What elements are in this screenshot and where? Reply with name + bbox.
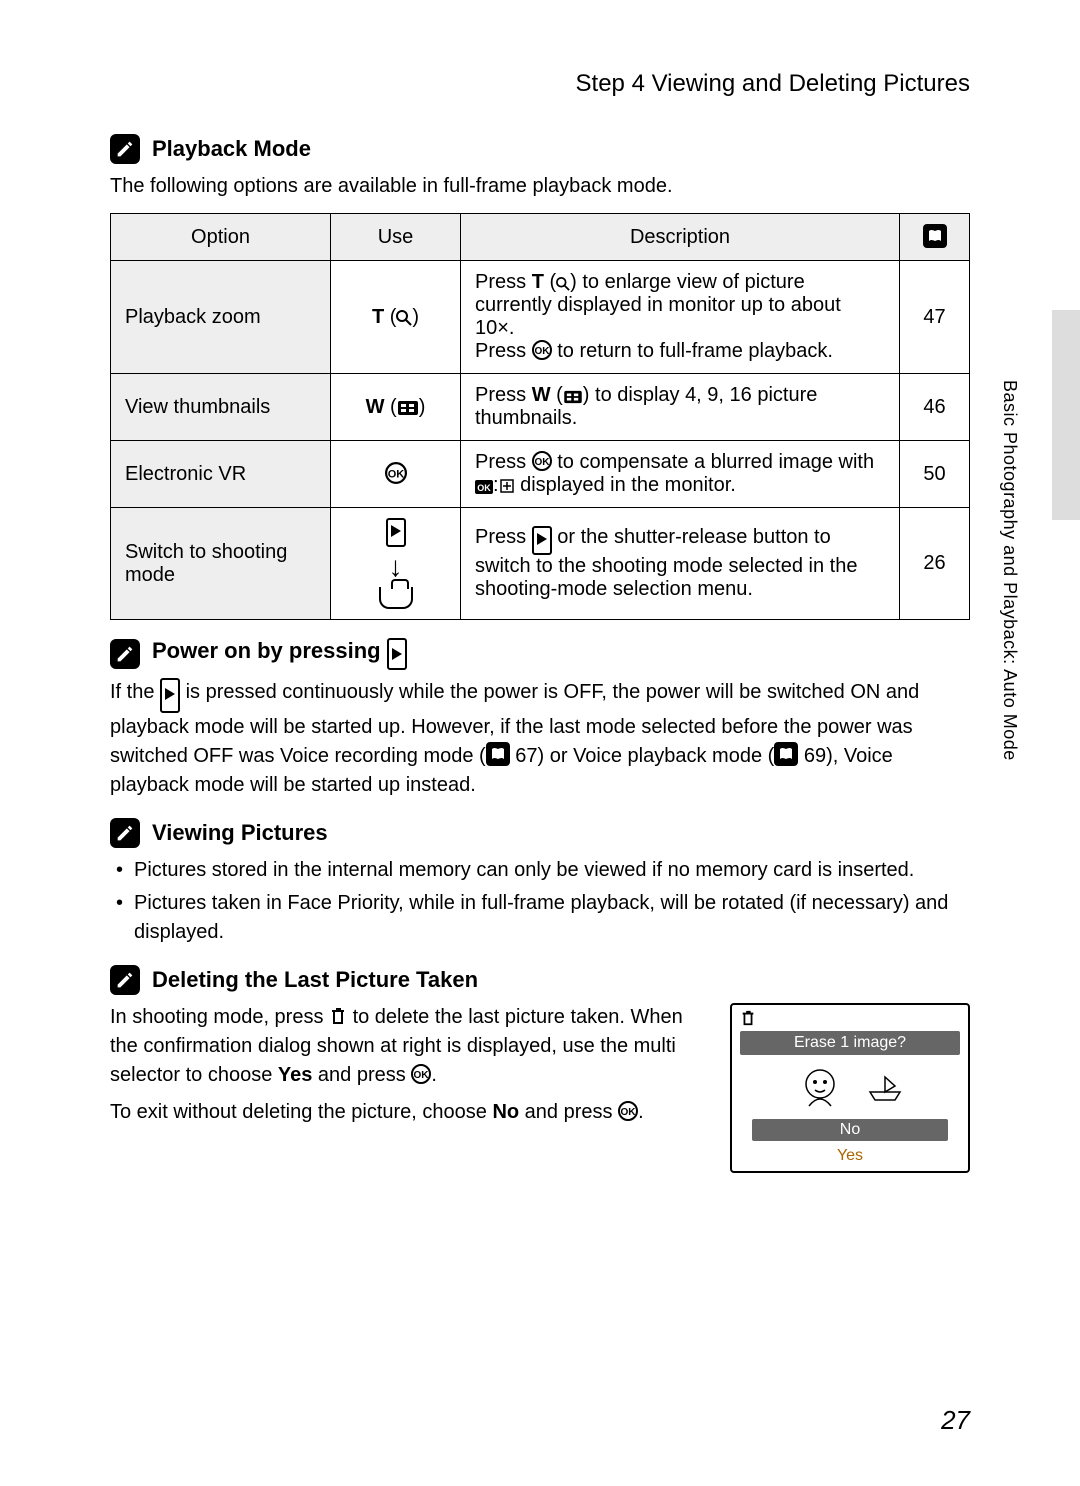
table-row: Electronic VR OK Press OK to compensate … (111, 441, 970, 508)
pencil-icon (110, 965, 140, 995)
page-number: 27 (941, 1405, 970, 1436)
playback-intro: The following options are available in f… (110, 172, 970, 201)
dialog-yes-button[interactable]: Yes (752, 1145, 948, 1167)
trash-icon (740, 1009, 756, 1027)
cell-ref: 46 (900, 374, 970, 441)
dialog-titlebar (732, 1005, 968, 1031)
cell-desc: Press OK to compensate a blurred image w… (461, 441, 900, 508)
section-head-deleting: Deleting the Last Picture Taken (110, 965, 970, 995)
deleting-text: In shooting mode, press to delete the la… (110, 1003, 706, 1127)
cell-option: View thumbnails (111, 374, 331, 441)
section-title: Deleting the Last Picture Taken (152, 967, 478, 993)
deleting-p1: In shooting mode, press to delete the la… (110, 1003, 706, 1090)
th-ref (900, 214, 970, 261)
side-tab (1052, 310, 1080, 520)
step-title: Step 4 Viewing and Deleting Pictures (110, 70, 970, 98)
manual-page: Basic Photography and Playback: Auto Mod… (0, 0, 1080, 1486)
dialog-prompt: Erase 1 image? (740, 1031, 960, 1055)
cell-desc: Press T () to enlarge view of picture cu… (461, 261, 900, 374)
cell-option: Playback zoom (111, 261, 331, 374)
pencil-icon (110, 818, 140, 848)
section-head-playback: Playback Mode (110, 134, 970, 164)
svg-text:OK: OK (534, 457, 550, 468)
cell-use: ↓ (331, 508, 461, 620)
boat-icon (865, 1072, 905, 1102)
section-title: Power on by pressing (152, 638, 407, 670)
svg-text:OK: OK (534, 346, 550, 357)
viewing-bullets: Pictures stored in the internal memory c… (110, 856, 970, 947)
cell-ref: 47 (900, 261, 970, 374)
cell-desc: Press W () to display 4, 9, 16 picture t… (461, 374, 900, 441)
deleting-row: In shooting mode, press to delete the la… (110, 1003, 970, 1173)
dialog-no-button[interactable]: No (752, 1119, 948, 1141)
cell-use: OK (331, 441, 461, 508)
svg-text:OK: OK (477, 483, 491, 493)
pencil-icon (110, 134, 140, 164)
side-section-label: Basic Photography and Playback: Auto Mod… (999, 380, 1020, 761)
cell-use: T () (331, 261, 461, 374)
options-table: Option Use Description Playback zoom T (… (110, 213, 970, 620)
svg-text:OK: OK (387, 468, 404, 480)
cell-option: Switch to shooting mode (111, 508, 331, 620)
th-use: Use (331, 214, 461, 261)
table-row: Switch to shooting mode ↓ Press or the s… (111, 508, 970, 620)
cell-desc: Press or the shutter-release button to s… (461, 508, 900, 620)
dialog-preview (732, 1055, 968, 1119)
table-row: View thumbnails W () Press W () to displ… (111, 374, 970, 441)
th-option: Option (111, 214, 331, 261)
erase-dialog: Erase 1 image? No Yes (730, 1003, 970, 1173)
poweron-body: If the is pressed continuously while the… (110, 678, 970, 800)
book-icon (923, 224, 947, 248)
pencil-icon (110, 639, 140, 669)
section-head-viewing: Viewing Pictures (110, 818, 970, 848)
options-tbody: Playback zoom T () Press T () to enlarge… (111, 261, 970, 620)
cell-ref: 26 (900, 508, 970, 620)
table-row: Playback zoom T () Press T () to enlarge… (111, 261, 970, 374)
cell-ref: 50 (900, 441, 970, 508)
svg-text:OK: OK (414, 1070, 430, 1081)
list-item: Pictures taken in Face Priority, while i… (116, 889, 970, 947)
th-description: Description (461, 214, 900, 261)
svg-text:OK: OK (621, 1107, 637, 1118)
cell-option: Electronic VR (111, 441, 331, 508)
face-icon (795, 1062, 845, 1112)
list-item: Pictures stored in the internal memory c… (116, 856, 970, 885)
section-head-poweron: Power on by pressing (110, 638, 970, 670)
deleting-p2: To exit without deleting the picture, ch… (110, 1098, 706, 1127)
cell-use: W () (331, 374, 461, 441)
section-title: Viewing Pictures (152, 820, 328, 846)
section-title: Playback Mode (152, 136, 311, 162)
